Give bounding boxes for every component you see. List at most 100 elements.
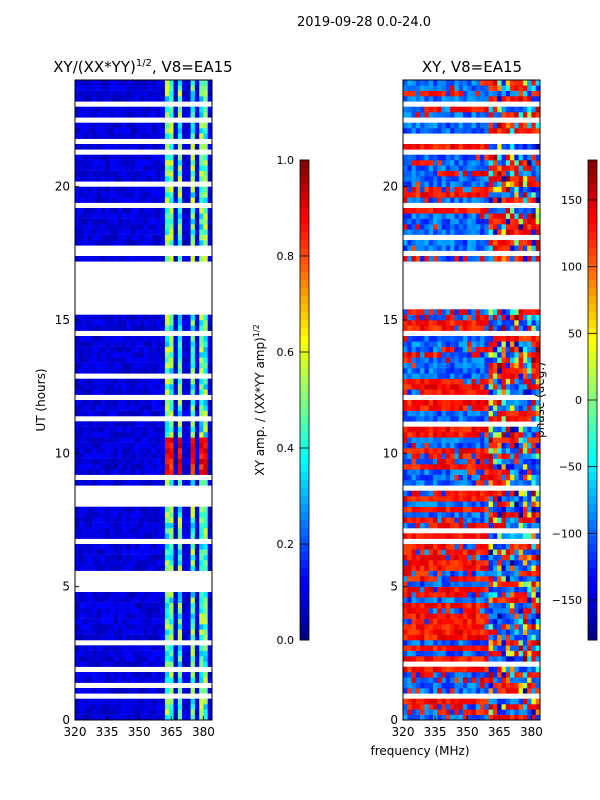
heatmap-cell <box>501 432 507 438</box>
heatmap-cell <box>83 512 89 518</box>
heatmap-cell <box>480 378 485 385</box>
heatmap-cell <box>527 448 532 454</box>
colorbar-segment <box>300 408 309 417</box>
heatmap-cell <box>109 368 114 374</box>
heatmap-cell <box>139 112 144 118</box>
heatmap-cell <box>497 437 502 443</box>
heatmap-cell <box>160 672 166 678</box>
heatmap-cell <box>199 133 204 139</box>
heatmap-cell <box>467 480 472 486</box>
heatmap-cell <box>139 629 144 635</box>
heatmap-cell <box>139 602 144 609</box>
heatmap-cell <box>156 672 161 678</box>
heatmap-cell <box>510 597 515 603</box>
colorbar-tick-label: 0.2 <box>277 538 295 551</box>
heatmap-cell <box>117 176 123 182</box>
heatmap-cell <box>117 336 123 342</box>
heatmap-cell <box>92 554 97 561</box>
heatmap-cell <box>75 608 80 614</box>
heatmap-cell <box>113 208 119 214</box>
heatmap-cell <box>415 501 421 507</box>
heatmap-cell <box>177 549 183 555</box>
heatmap-cell <box>445 586 451 593</box>
heatmap-cell <box>122 560 127 566</box>
heatmap-cell <box>113 314 119 321</box>
heatmap-cell <box>531 650 536 657</box>
heatmap-cell <box>531 704 536 710</box>
heatmap-cell <box>514 453 519 459</box>
heatmap-cell <box>445 352 451 358</box>
heatmap-cell <box>510 405 515 411</box>
heatmap-cell <box>415 346 421 353</box>
heatmap-cell <box>492 581 498 587</box>
heatmap-cell <box>139 85 144 91</box>
heatmap-cell <box>411 320 417 326</box>
heatmap-cell <box>117 709 123 715</box>
heatmap-cell <box>173 170 179 177</box>
heatmap-cell <box>83 698 89 705</box>
heatmap-cell <box>169 341 174 347</box>
heatmap-cell <box>424 458 429 465</box>
heatmap-cell <box>437 592 442 598</box>
heatmap-cell <box>433 698 438 705</box>
heatmap-cell <box>164 346 170 353</box>
heatmap-cell <box>505 650 511 657</box>
heatmap-cell <box>79 346 84 353</box>
heatmap-cell <box>87 426 93 433</box>
heatmap-cell <box>433 517 438 523</box>
heatmap-cell <box>403 688 408 694</box>
heatmap-cell <box>527 362 532 369</box>
heatmap-cell <box>160 704 166 710</box>
heatmap-cell <box>83 661 89 667</box>
heatmap-cell <box>484 346 489 353</box>
heatmap-cell <box>96 128 101 134</box>
heatmap-cell <box>437 314 442 321</box>
heatmap-cell <box>147 426 153 433</box>
heatmap-cell <box>75 112 80 118</box>
heatmap-cell <box>531 373 536 379</box>
heatmap-cell <box>203 698 208 705</box>
heatmap-cell <box>433 474 438 481</box>
heatmap-cell <box>458 704 464 710</box>
heatmap-cell <box>190 714 196 721</box>
heatmap-cell <box>182 533 187 539</box>
heatmap-cell <box>445 656 451 662</box>
heatmap-cell <box>522 533 528 539</box>
heatmap-cell <box>475 426 481 433</box>
heatmap-cell <box>501 650 507 657</box>
heatmap-cell <box>177 90 183 97</box>
heatmap-cell <box>83 677 89 683</box>
heatmap-cell <box>87 320 93 326</box>
heatmap-cell <box>130 522 136 529</box>
heatmap-cell <box>514 704 519 710</box>
heatmap-cell <box>522 688 528 694</box>
heatmap-cell <box>484 677 489 683</box>
heatmap-cell <box>134 453 140 459</box>
heatmap-cell <box>122 549 127 555</box>
heatmap-cell <box>96 192 101 198</box>
heatmap-cell <box>467 490 472 497</box>
heatmap-cell <box>411 410 417 417</box>
heatmap-cell <box>147 528 153 534</box>
heatmap-cell <box>160 362 166 369</box>
heatmap-cell <box>113 325 119 331</box>
heatmap-cell <box>169 218 174 225</box>
heatmap-cell <box>424 714 429 721</box>
heatmap-cell <box>186 709 191 715</box>
heatmap-cell <box>480 698 485 705</box>
heatmap-cell <box>207 218 213 225</box>
heatmap-cell <box>488 437 494 443</box>
heatmap-cell <box>92 218 97 225</box>
heatmap-cell <box>527 618 532 625</box>
heatmap-cell <box>87 378 93 385</box>
heatmap-cell <box>514 709 519 715</box>
heatmap-cell <box>113 522 119 529</box>
heatmap-cell <box>105 378 110 385</box>
heatmap-cell <box>173 346 179 353</box>
heatmap-cell <box>497 314 502 321</box>
heatmap-cell <box>177 629 183 635</box>
heatmap-cell <box>186 352 191 358</box>
heatmap-cell <box>169 618 174 625</box>
heatmap-cell <box>420 688 425 694</box>
heatmap-cell <box>471 549 477 555</box>
